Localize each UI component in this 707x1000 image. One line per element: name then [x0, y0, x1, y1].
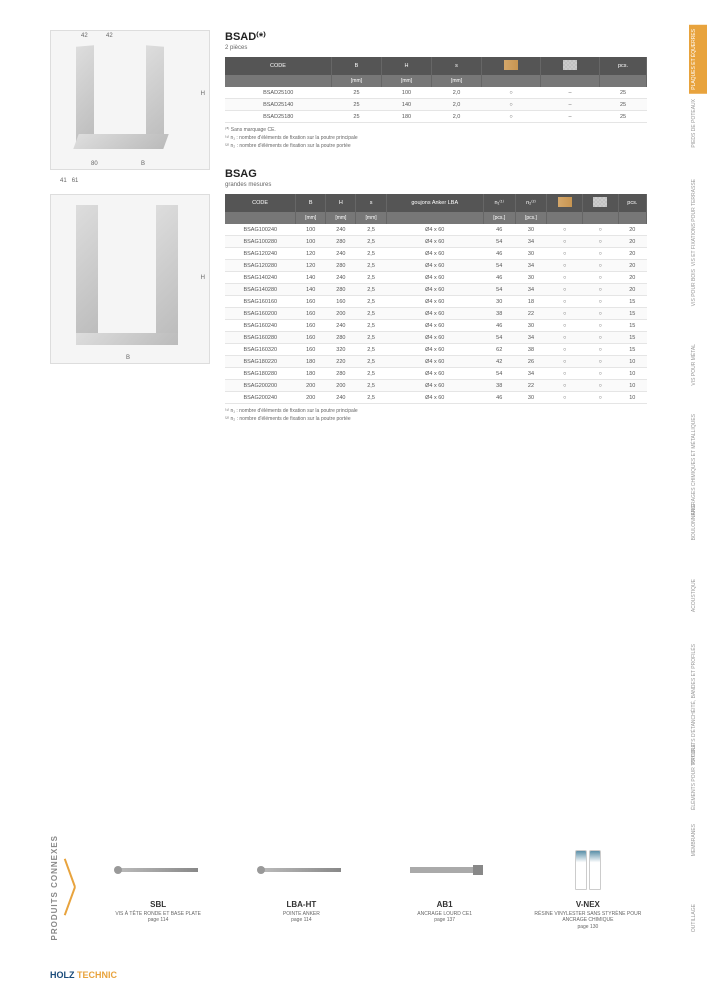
table-row: BSAG2002402002402,5Ø4 x 604630○○10 — [225, 392, 647, 404]
table-row: BSAD25140251402,0○–25 — [225, 99, 647, 111]
side-tab[interactable]: ACOUSTIQUE — [689, 575, 707, 616]
main-content: 42 42 H 80 B 41 61 H B BSAD⁽ — [50, 30, 647, 424]
table-row: BSAD25180251802,0○–25 — [225, 111, 647, 123]
table-row: BSAG1402801402802,5Ø4 x 605434○○20 — [225, 284, 647, 296]
bsag-table: CODEBHsgoujons Anker LBAn₁⁽¹⁾n₂⁽²⁾pcs.[m… — [225, 194, 647, 404]
related-product[interactable]: LBA-HTPOINTE ANKERpage 114 — [242, 845, 360, 931]
product-image — [242, 845, 360, 895]
product-page: page 137 — [386, 917, 504, 924]
chevron-icon — [69, 857, 89, 917]
table-row: BSAG1002401002402,5Ø4 x 604630○○20 — [225, 224, 647, 236]
diagrams-column: 42 42 H 80 B 41 61 H B — [50, 30, 210, 424]
dim-label: 42 — [81, 33, 88, 39]
table-row: BSAG1402401402402,5Ø4 x 604630○○20 — [225, 272, 647, 284]
bsag-diagram: H B — [50, 194, 210, 364]
table-row: BSAG1202801202802,5Ø4 x 605434○○20 — [225, 260, 647, 272]
product-name: AB1 — [386, 900, 504, 909]
table-row: BSAG1002801002802,5Ø4 x 605434○○20 — [225, 236, 647, 248]
product-name: SBL — [99, 900, 217, 909]
related-product[interactable]: V-NEX RÉSINE VINYLESTER SANS STYRÈNE POUR… — [529, 845, 647, 931]
table-row: BSAG1602001602002,5Ø4 x 603822○○15 — [225, 308, 647, 320]
related-product[interactable]: SBLVIS À TÊTE RONDE ET BASE PLATEpage 11… — [99, 845, 217, 931]
table-row: BSAG2002002002002,5Ø4 x 603822○○10 — [225, 380, 647, 392]
table-row: BSAG1601601601602,5Ø4 x 603018○○15 — [225, 296, 647, 308]
table-row: BSAG1202401202402,5Ø4 x 604630○○20 — [225, 248, 647, 260]
catalog-page: PLAQUES ET ÉQUERRESPIEDS DE POTEAUX VIS E… — [0, 0, 707, 1000]
table-row: BSAG1602801602802,5Ø4 x 605434○○15 — [225, 332, 647, 344]
dim-label: B — [141, 161, 145, 167]
side-tab[interactable]: OUTILLAGE — [689, 900, 707, 936]
table-row: BSAG1603201603202,5Ø4 x 606238○○15 — [225, 344, 647, 356]
side-tab[interactable]: PIEDS DE POTEAUX — [689, 95, 707, 152]
product-image — [529, 845, 647, 895]
related-product[interactable]: AB1ANCRAGE LOURD CE1page 137 — [386, 845, 504, 931]
product-desc: RÉSINE VINYLESTER SANS STYRÈNE POUR ANCR… — [529, 911, 647, 924]
dim-label: 80 — [91, 161, 98, 167]
side-tab[interactable]: MEMBRANES — [689, 820, 707, 860]
bsad-subtitle: 2 pièces — [225, 45, 647, 51]
side-tab[interactable]: VIS ET FIXATIONS POUR TERRASSE — [689, 175, 707, 270]
product-page: page 114 — [99, 917, 217, 924]
product-page: page 114 — [242, 917, 360, 924]
bsad-title: BSAD⁽*⁾ — [225, 30, 647, 43]
table-row: BSAG1802801802802,5Ø4 x 605434○○10 — [225, 368, 647, 380]
side-tab[interactable]: PLAQUES ET ÉQUERRES — [689, 25, 707, 94]
bsag-title: BSAG — [225, 168, 647, 180]
table-row: BSAD25100251002,0○–25 — [225, 87, 647, 99]
bsad-table: CODEBHspcs.[mm][mm][mm]BSAD25100251002,0… — [225, 57, 647, 123]
side-tabs: PLAQUES ET ÉQUERRESPIEDS DE POTEAUX VIS E… — [657, 0, 707, 1000]
related-products: PRODUITS CONNEXES SBLVIS À TÊTE RONDE ET… — [50, 835, 647, 940]
bsad-diagram: 42 42 H 80 B — [50, 30, 210, 170]
products-row: SBLVIS À TÊTE RONDE ET BASE PLATEpage 11… — [99, 845, 647, 931]
bsad-footnotes: ⁽*⁾ Sans marquage CE.⁽¹⁾ n₁ : nombre d'é… — [225, 127, 647, 150]
product-image — [99, 845, 217, 895]
bsag-footnotes: ⁽¹⁾ n₁ : nombre d'éléments de fixation s… — [225, 408, 647, 423]
dim-label: H — [201, 91, 205, 97]
tables-column: BSAD⁽*⁾ 2 pièces CODEBHspcs.[mm][mm][mm]… — [225, 30, 647, 424]
product-page: page 130 — [529, 924, 647, 931]
table-row: BSAG1602401602402,5Ø4 x 604630○○15 — [225, 320, 647, 332]
dim-label: H — [201, 275, 205, 281]
side-tab[interactable]: BOULONNERIE — [689, 500, 707, 544]
footer-brand: HOLZ TECHNIC — [50, 970, 117, 980]
dim-label: B — [126, 355, 130, 361]
related-label: PRODUITS CONNEXES — [50, 835, 59, 940]
dim-label: 42 — [106, 33, 113, 39]
table-row: BSAG1802201802202,5Ø4 x 604226○○10 — [225, 356, 647, 368]
side-tab[interactable]: VIS POUR MÉTAL — [689, 340, 707, 390]
product-image — [386, 845, 504, 895]
diag2-top-dims: 41 61 — [50, 178, 210, 184]
product-name: LBA-HT — [242, 900, 360, 909]
side-tab[interactable]: VIS POUR BOIS — [689, 265, 707, 310]
side-tab[interactable]: ÉLÉMENTS POUR TOITURE — [689, 740, 707, 814]
bsag-subtitle: grandes mesures — [225, 182, 647, 188]
product-name: V-NEX — [529, 900, 647, 909]
